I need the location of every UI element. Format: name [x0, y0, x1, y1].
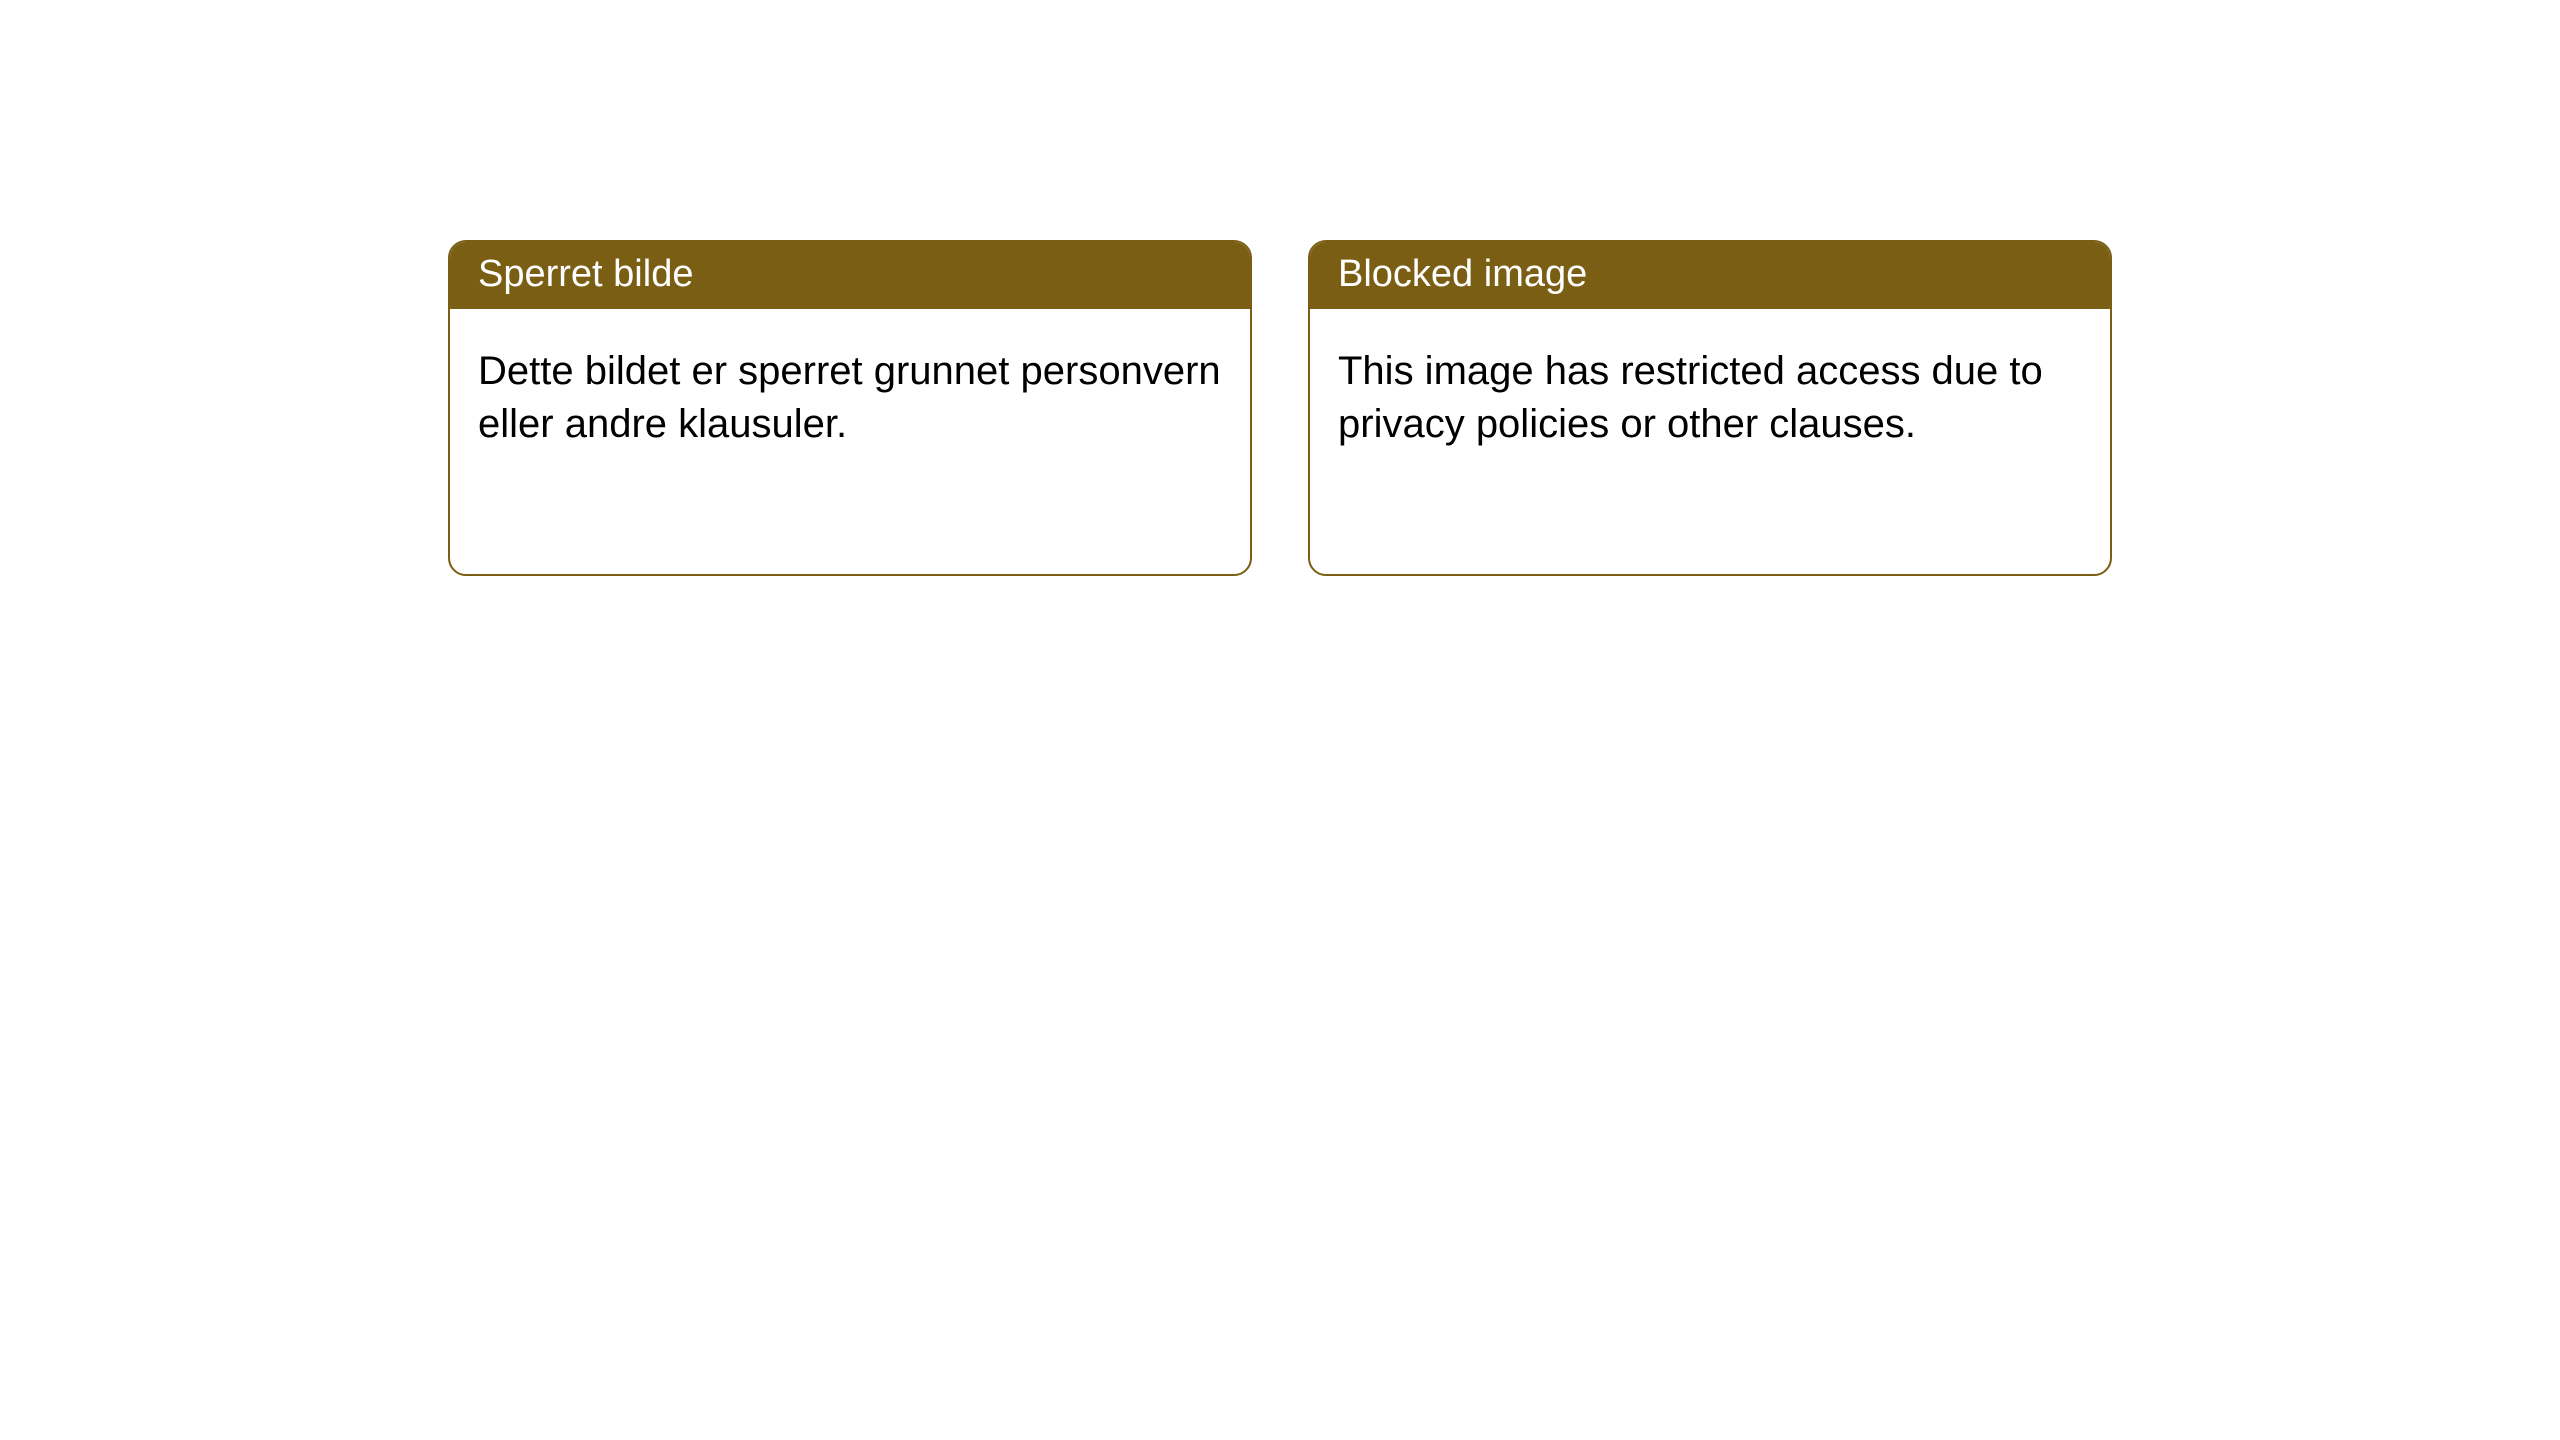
notice-header: Blocked image	[1310, 242, 2110, 309]
notice-body: Dette bildet er sperret grunnet personve…	[450, 309, 1250, 487]
notice-header: Sperret bilde	[450, 242, 1250, 309]
notice-container: Sperret bilde Dette bildet er sperret gr…	[0, 0, 2560, 576]
notice-card-norwegian: Sperret bilde Dette bildet er sperret gr…	[448, 240, 1252, 576]
notice-card-english: Blocked image This image has restricted …	[1308, 240, 2112, 576]
notice-body: This image has restricted access due to …	[1310, 309, 2110, 487]
